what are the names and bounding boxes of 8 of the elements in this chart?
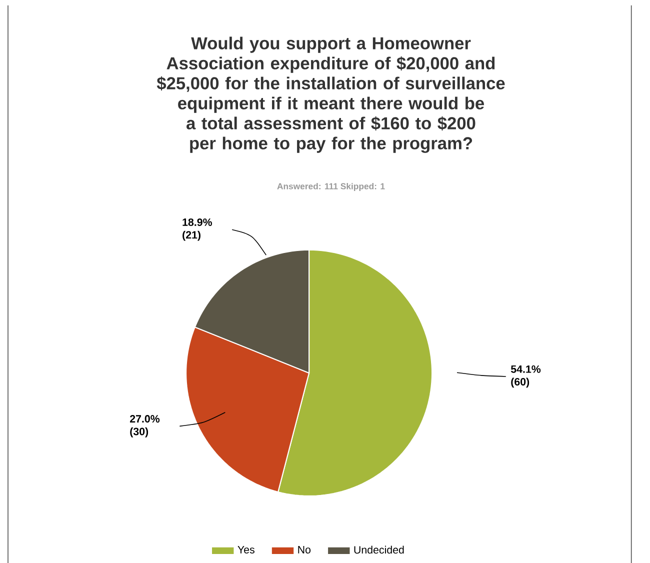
legend-label: No	[298, 546, 311, 554]
data-label: 54.1% (60)	[510, 365, 541, 388]
data-label: 27.0% (30)	[130, 415, 160, 438]
chart-subtitle: Answered: 111 Skipped: 1	[277, 182, 385, 192]
legend-label: Yes	[238, 546, 254, 554]
data-label: 18.9% (21)	[182, 218, 212, 241]
chart-title: Would you support a Homeowner Association expenditure of $20,000 and $25,000 for the installation of surveillance equipment if it meant there would be a total assessment of $160 to $200 per home to pay for the program?	[156, 36, 505, 153]
legend-label: Undecided	[354, 546, 404, 554]
